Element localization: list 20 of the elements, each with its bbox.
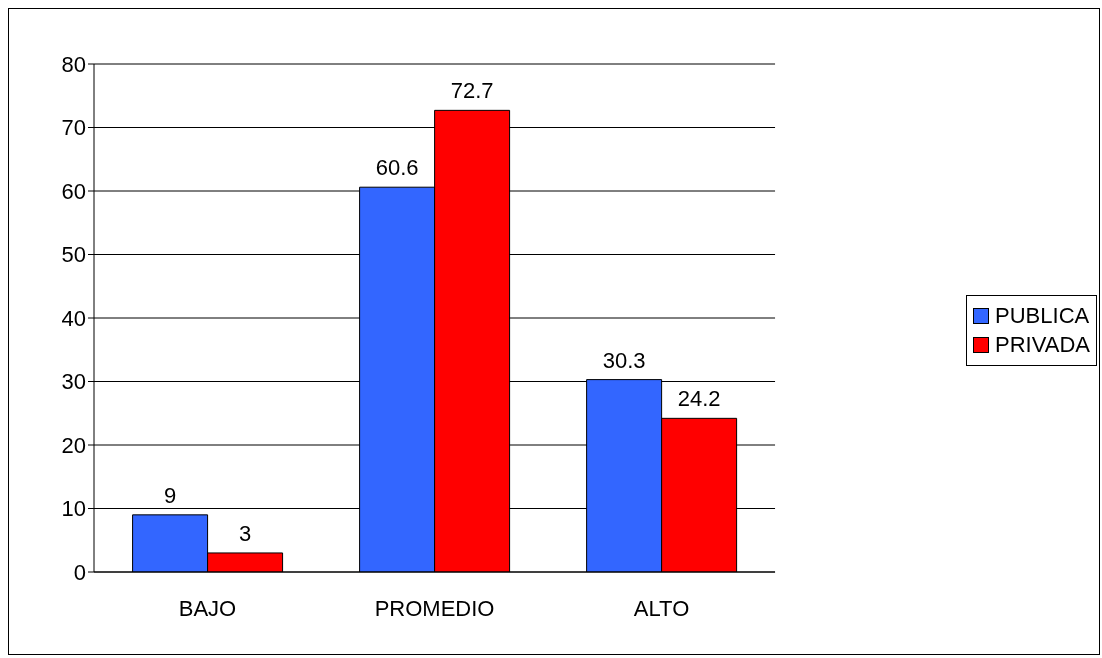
data-label: 24.2 xyxy=(677,386,721,412)
legend-label: PUBLICA xyxy=(995,303,1090,329)
data-label: 60.6 xyxy=(375,155,419,181)
legend-label: PRIVADA xyxy=(995,332,1090,358)
data-label: 9 xyxy=(163,482,177,508)
data-label: 30.3 xyxy=(602,347,646,373)
x-tick-label: PROMEDIO xyxy=(374,595,495,621)
data-label: 3 xyxy=(238,520,252,546)
y-tick-label: 50 xyxy=(61,242,86,268)
y-tick-label: 40 xyxy=(61,305,86,331)
x-tick-label: BAJO xyxy=(178,595,237,621)
y-tick-label: 20 xyxy=(61,432,86,458)
y-tick-label: 70 xyxy=(61,115,86,141)
y-tick-label: 30 xyxy=(61,369,86,395)
y-tick-label: 80 xyxy=(61,51,86,77)
y-tick-label: 0 xyxy=(73,559,86,585)
data-label: 72.7 xyxy=(450,78,494,104)
x-tick-label: ALTO xyxy=(633,595,690,621)
y-tick-label: 10 xyxy=(61,496,86,522)
y-tick-label: 60 xyxy=(61,178,86,204)
